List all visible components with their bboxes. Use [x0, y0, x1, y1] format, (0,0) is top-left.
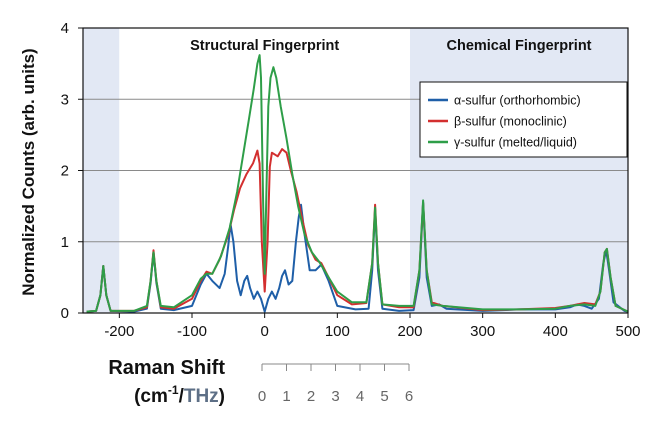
legend-box [419, 81, 628, 158]
thz-tick-label-1: 1 [282, 388, 290, 405]
x-tick-labels: -200 -100 0 100 200 300 400 500 [104, 313, 641, 340]
region-label-1: Structural Fingerprint [190, 38, 339, 54]
y-tick-label-1: 1 [61, 234, 69, 251]
x-tick-label-3: 100 [325, 323, 350, 340]
y-tick-labels: 0 1 2 3 4 [61, 20, 83, 322]
y-tick-label-2: 2 [61, 163, 69, 180]
x-units-suffix: ) [219, 386, 225, 407]
x-units-prefix: (cm [134, 386, 168, 407]
thz-tick-label-3: 3 [331, 388, 339, 405]
y-tick-label-4: 4 [61, 20, 69, 37]
legend-items: α-sulfur (orthorhombic) β-sulfur (monocli… [428, 94, 581, 150]
thz-tick-label-6: 6 [405, 388, 413, 405]
x-tick-label-0: -200 [104, 323, 134, 340]
series-lines [86, 54, 629, 313]
region-label-2: Chemical Fingerprint [446, 38, 591, 54]
y-tick-label-0: 0 [61, 305, 69, 322]
thz-tick-label-5: 5 [380, 388, 388, 405]
series-line-2 [86, 54, 629, 313]
x-units-thz: THz [184, 386, 219, 407]
x-axis-title: Raman Shift [108, 357, 225, 379]
y-tick-label-3: 3 [61, 91, 69, 108]
x-units-separator: / [179, 386, 185, 407]
legend-label-1: β-sulfur (monoclinic) [454, 115, 567, 129]
legend-label-2: γ-sulfur (melted/liquid) [454, 136, 577, 150]
x-units-superscript: -1 [168, 383, 179, 397]
x-tick-label-5: 300 [470, 323, 495, 340]
x-tick-label-4: 200 [397, 323, 422, 340]
legend: α-sulfur (orthorhombic) β-sulfur (monocli… [419, 81, 628, 158]
thz-tick-label-4: 4 [356, 388, 364, 405]
y-axis-title: Normalized Counts (arb. units) [19, 48, 38, 295]
x-tick-label-1: -100 [177, 323, 207, 340]
legend-label-0: α-sulfur (orthorhombic) [454, 94, 581, 108]
thz-tick-label-0: 0 [258, 388, 266, 405]
x-tick-label-6: 400 [543, 323, 568, 340]
x-tick-label-7: 500 [615, 323, 640, 340]
x-tick-label-2: 0 [260, 323, 268, 340]
region-labels: Structural Fingerprint Chemical Fingerpri… [190, 38, 592, 54]
thz-tick-label-2: 2 [307, 388, 315, 405]
x-axis-units: (cm-1/THz) [134, 383, 225, 407]
